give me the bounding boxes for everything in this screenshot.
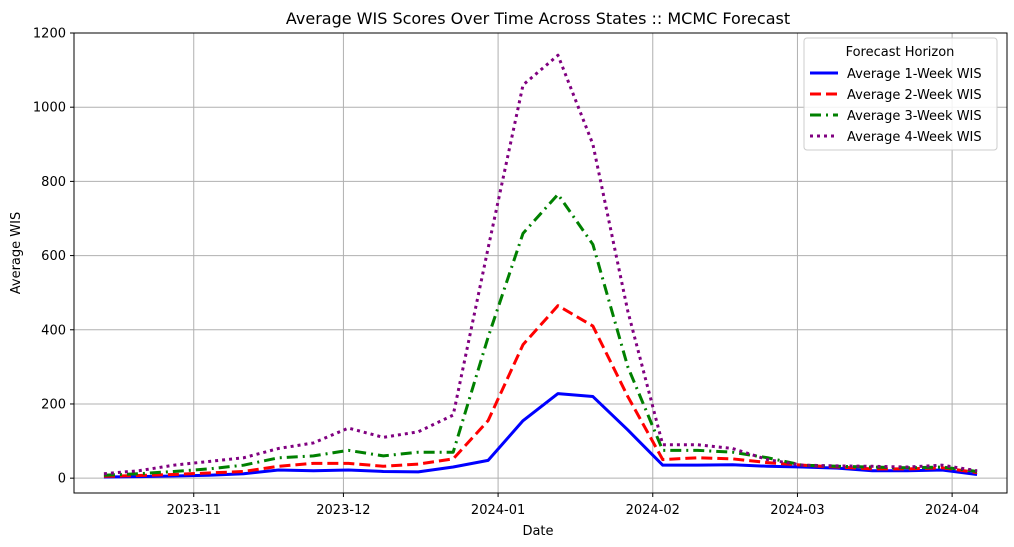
legend-label: Average 2-Week WIS (847, 88, 982, 103)
x-axis-ticks: 2023-11 2023-12 2024-01 2024-02 2024-03 2024-… (167, 493, 979, 518)
x-tick-label: 2023-11 (167, 503, 221, 518)
x-tick-label: 2024-04 (925, 503, 979, 518)
legend-label: Average 4-Week WIS (847, 130, 982, 145)
x-tick-label: 2024-03 (770, 503, 824, 518)
chart-title: Average WIS Scores Over Time Across Stat… (286, 9, 790, 28)
series-line-1-week (103, 392, 978, 479)
x-axis-title: Date (522, 524, 553, 539)
legend: Forecast Horizon Average 1-Week WISAvera… (803, 37, 998, 151)
y-tick-label: 800 (41, 175, 66, 190)
legend-label: Average 3-Week WIS (847, 109, 982, 124)
x-tick-label: 2023-12 (316, 503, 370, 518)
y-tick-label: 600 (41, 249, 66, 264)
y-tick-label: 400 (41, 323, 66, 338)
legend-label: Average 1-Week WIS (847, 67, 982, 82)
series-layer (103, 53, 978, 479)
legend-title: Forecast Horizon (846, 45, 955, 60)
y-tick-label: 1200 (33, 27, 66, 42)
series-line-3-week (103, 192, 978, 477)
y-tick-label: 200 (41, 397, 66, 412)
y-axis-ticks: 0 200 400 600 800 1000 1200 (33, 27, 74, 487)
series-line-2-week (103, 304, 978, 478)
legend-items: Average 1-Week WIS Average 2-Week WIS Aver… (810, 67, 982, 145)
x-tick-label: 2024-01 (471, 503, 525, 518)
legend-box (803, 37, 998, 151)
y-tick-label: 1000 (33, 101, 66, 116)
plot-frame (73, 32, 1008, 494)
y-axis-title: Average WIS (9, 212, 24, 294)
y-tick-label: 0 (58, 472, 66, 487)
x-tick-label: 2024-02 (626, 503, 680, 518)
